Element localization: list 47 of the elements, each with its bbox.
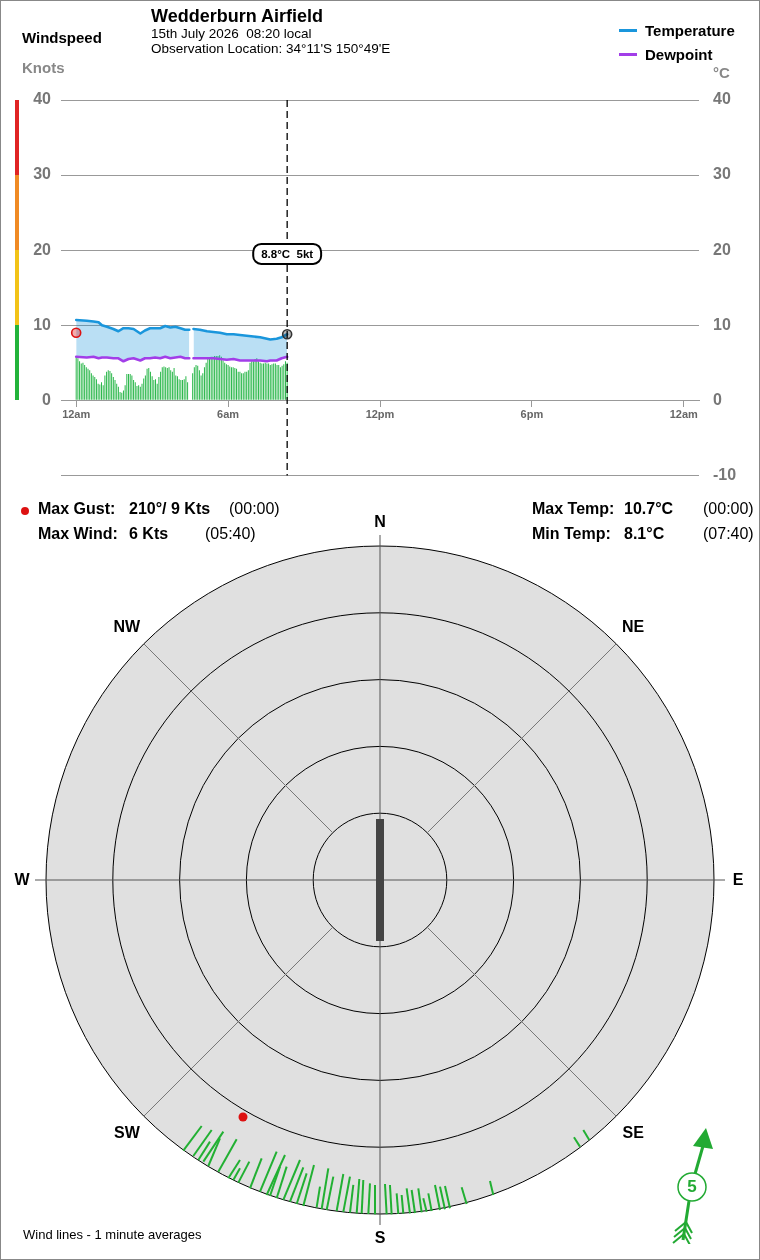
- text: (00:00): [229, 500, 280, 519]
- y2-tick-label: 10: [713, 315, 731, 333]
- text: 5: [687, 1177, 697, 1197]
- y-tick-label: 30: [33, 165, 52, 183]
- text: (07:40): [703, 525, 754, 544]
- y2-tick-label: 40: [713, 90, 731, 108]
- text: Wind lines - 1 minute averages: [23, 1227, 202, 1243]
- text: SE: [622, 1123, 644, 1143]
- y2-tick-label: 0: [713, 390, 722, 408]
- text: Max Gust:: [38, 500, 116, 519]
- chart-title: Wedderburn Airfield: [151, 6, 324, 27]
- text: 6 Kts: [129, 525, 169, 544]
- text: E: [732, 870, 744, 890]
- text: Max Wind:: [38, 525, 118, 544]
- x-tick-label: 12pm: [365, 407, 395, 420]
- y-tick-label: 10: [33, 315, 52, 333]
- y2-tick-label: 20: [713, 240, 731, 258]
- y-axis-title: Knots: [22, 59, 65, 77]
- y2-axis-title: °C: [713, 64, 730, 82]
- text: Windspeed: [22, 29, 102, 47]
- y-tick-label: 0: [42, 390, 52, 408]
- y2-tick-label: 30: [713, 165, 731, 183]
- legend-label: Dewpoint: [645, 45, 713, 63]
- x-tick-label: 12am: [669, 407, 699, 420]
- text: (00:00): [703, 500, 754, 519]
- text: 210°/ 9 Kts: [129, 500, 211, 519]
- y-tick-label: 20: [33, 240, 52, 258]
- text: S: [374, 1228, 386, 1248]
- ref-line-label: 8.8°C 5kt: [261, 248, 314, 261]
- y2-tick-label: -10: [713, 465, 737, 483]
- text: N: [374, 512, 386, 532]
- chart-subtitle: 15th July 2026 08:20 local: [151, 26, 312, 42]
- x-tick-label: 6pm: [520, 407, 544, 420]
- text: W: [14, 870, 30, 890]
- legend-label: Temperature: [645, 21, 735, 39]
- text: 10.7°C: [624, 500, 674, 519]
- text: Observation Location: 34°11'S 150°49'E: [151, 41, 391, 57]
- text: NW: [113, 617, 141, 637]
- text: 8.1°C: [624, 525, 665, 544]
- text: (05:40): [205, 525, 256, 544]
- text: Min Temp:: [532, 525, 611, 544]
- text: NE: [622, 617, 645, 637]
- text: SW: [113, 1123, 140, 1143]
- x-tick-label: 12am: [62, 407, 91, 420]
- text: Max Temp:: [532, 500, 615, 519]
- y-tick-label: 40: [33, 90, 52, 108]
- x-tick-label: 6am: [217, 407, 240, 420]
